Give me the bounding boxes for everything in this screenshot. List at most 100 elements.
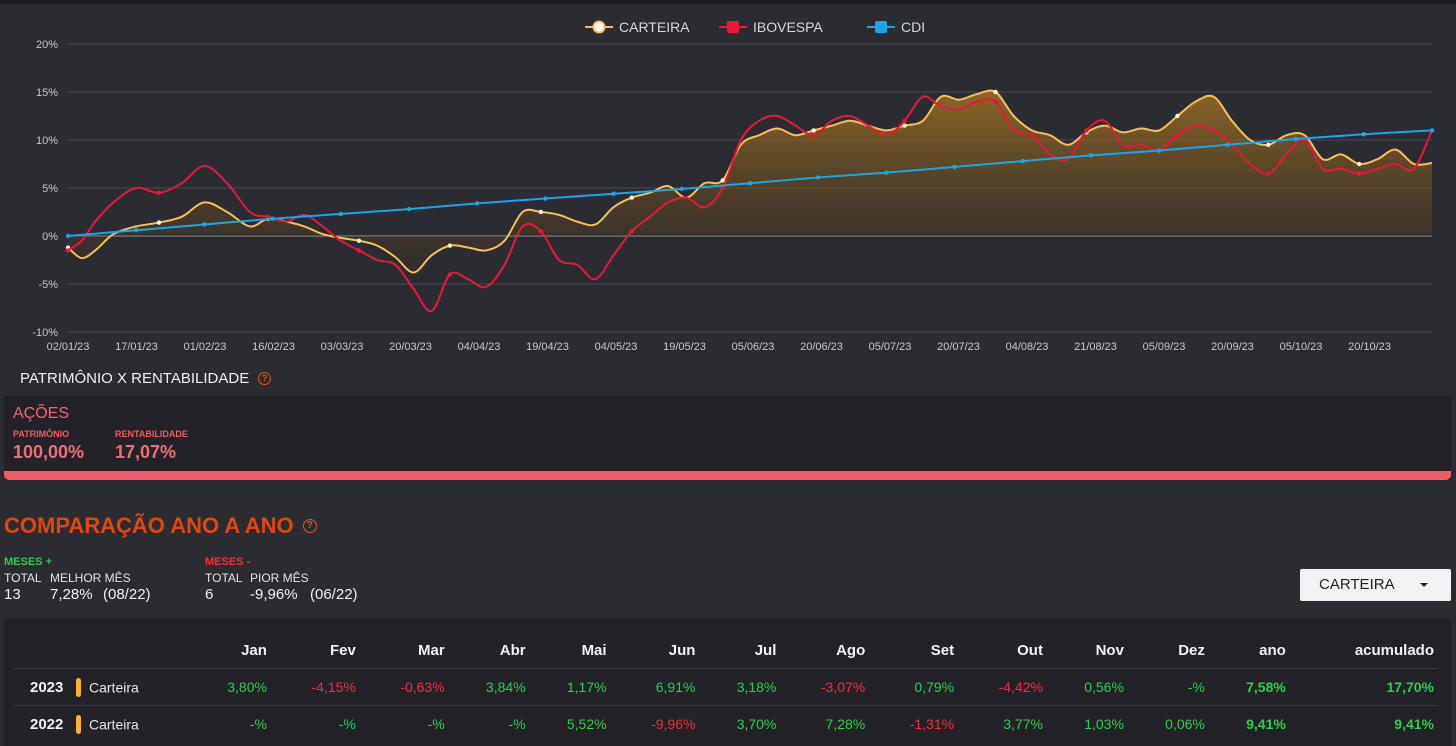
legend-label-cdi: CDI bbox=[901, 19, 925, 35]
x-tick-label: 04/05/23 bbox=[595, 341, 638, 353]
data-point bbox=[475, 201, 480, 206]
x-tick-label: 20/09/23 bbox=[1211, 341, 1254, 353]
portfolio-color-tag bbox=[76, 714, 81, 734]
cell-jun: -9,96% bbox=[610, 705, 700, 742]
row-year: 2022 bbox=[14, 705, 74, 742]
comparacao-title: COMPARAÇÃO ANO A ANO ? bbox=[4, 513, 317, 539]
cell-out: -4,42% bbox=[958, 668, 1047, 706]
data-point bbox=[134, 228, 139, 233]
meses-neg-worst-value: -9,96% bbox=[250, 586, 298, 603]
data-point bbox=[816, 175, 821, 180]
acoes-card: AÇÕES PATRIMÔNIO 100,00% RENTABILIDADE 1… bbox=[4, 396, 1451, 480]
data-point bbox=[993, 89, 998, 95]
data-point bbox=[65, 233, 71, 239]
cell-jan: -% bbox=[190, 705, 271, 742]
portfolio-name: Carteira bbox=[89, 679, 139, 695]
data-point bbox=[629, 195, 634, 200]
portfolio-select[interactable]: CARTEIRA bbox=[1300, 569, 1451, 601]
y-tick-label: 5% bbox=[42, 183, 58, 195]
meses-pos-total: 13 bbox=[4, 586, 21, 603]
cell-mar: -0,63% bbox=[359, 668, 449, 706]
data-point bbox=[952, 164, 957, 170]
x-tick-label: 03/03/23 bbox=[321, 341, 364, 353]
column-header-fev: Fev bbox=[329, 641, 356, 659]
cell-out: 3,77% bbox=[958, 705, 1047, 742]
cell-nov: 0,56% bbox=[1046, 668, 1128, 706]
cell-mar: -% bbox=[359, 705, 449, 742]
column-header-ago: Ago bbox=[836, 641, 866, 659]
performance-chart: 20% 15% 10% 5% 0% -5% -10% 02/01/23 17/01/23 01/0… bbox=[32, 19, 1435, 353]
column-header-abr: Abr bbox=[499, 641, 526, 659]
cell-acumulado: 9,41% bbox=[1289, 705, 1438, 742]
data-point bbox=[884, 170, 889, 175]
data-point bbox=[629, 229, 634, 234]
portfolio-color-tag bbox=[76, 677, 81, 697]
column-header-mar: Mar bbox=[417, 641, 445, 659]
x-tick-label: 01/02/23 bbox=[184, 341, 227, 353]
y-tick-label: 0% bbox=[42, 231, 58, 243]
data-point bbox=[1429, 128, 1435, 133]
data-point bbox=[1088, 153, 1094, 158]
cell-abr: 3,84% bbox=[448, 668, 530, 706]
x-tick-label: 04/04/23 bbox=[458, 341, 501, 353]
data-point bbox=[270, 216, 275, 221]
series-line-carteira bbox=[67, 89, 1433, 274]
y-tick-label: 15% bbox=[36, 87, 58, 99]
y-tick-label: 20% bbox=[36, 39, 58, 51]
column-header-dez: Dez bbox=[1178, 641, 1205, 659]
cell-acumulado: 17,70% bbox=[1289, 668, 1438, 706]
data-point bbox=[1020, 158, 1025, 164]
patrimonio-value: 100,00% bbox=[13, 442, 85, 462]
meses-pos-best-value: 7,28% bbox=[50, 586, 93, 603]
x-tick-label: 04/08/23 bbox=[1006, 341, 1049, 353]
legend-marker-ibovespa bbox=[727, 21, 739, 33]
year-comparison-table: Jan Fev Mar Abr Mai Jun Jul Ago Set Out Nov Dez ano a… bbox=[14, 632, 1438, 742]
x-tick-label: 19/05/23 bbox=[663, 341, 706, 353]
data-point bbox=[1175, 133, 1180, 138]
legend-marker-carteira bbox=[592, 20, 606, 34]
column-header-jan: Jan bbox=[241, 641, 267, 659]
cell-set: 0,79% bbox=[869, 668, 959, 706]
column-header-set: Set bbox=[930, 641, 955, 659]
x-tick-label: 16/02/23 bbox=[252, 341, 295, 353]
legend-label-carteira: CARTEIRA bbox=[619, 19, 690, 35]
x-tick-label: 05/06/23 bbox=[732, 341, 775, 353]
cell-ano: 7,58% bbox=[1208, 668, 1290, 706]
data-point bbox=[611, 191, 616, 196]
x-tick-label: 20/10/23 bbox=[1348, 341, 1391, 353]
cell-mai: 1,17% bbox=[529, 668, 611, 706]
legend-label-ibovespa: IBOVESPA bbox=[753, 19, 823, 35]
data-point bbox=[811, 128, 816, 133]
data-point bbox=[356, 248, 362, 253]
row-year: 2023 bbox=[14, 668, 74, 706]
portfolio-select-value: CARTEIRA bbox=[1319, 576, 1395, 593]
data-point bbox=[1084, 128, 1089, 133]
help-icon[interactable]: ? bbox=[258, 372, 272, 385]
data-point bbox=[720, 185, 725, 191]
cell-jan: 3,80% bbox=[190, 668, 271, 706]
meses-neg-worst-label: PIOR MÊS bbox=[250, 571, 309, 585]
x-tick-label: 05/07/23 bbox=[869, 341, 912, 353]
data-point bbox=[65, 248, 71, 253]
data-point bbox=[265, 214, 271, 219]
help-icon[interactable]: ? bbox=[302, 519, 317, 533]
data-point bbox=[720, 178, 725, 183]
cell-jun: 6,91% bbox=[610, 668, 700, 706]
data-point bbox=[156, 220, 162, 225]
data-point bbox=[1361, 132, 1367, 137]
cell-jul: 3,18% bbox=[699, 668, 781, 706]
legend-marker-cdi bbox=[875, 21, 887, 33]
data-point bbox=[356, 238, 362, 243]
x-tick-label: 17/01/23 bbox=[115, 341, 158, 353]
meses-neg-total: 6 bbox=[205, 586, 214, 603]
top-bar bbox=[0, 0, 1456, 4]
data-point bbox=[811, 133, 816, 138]
x-tick-label: 20/06/23 bbox=[800, 341, 843, 353]
x-tick-label: 05/09/23 bbox=[1143, 341, 1186, 353]
table-row: 2023 Carteira 3,80% -4,15% -0,63% 3,84% 1,17% 6… bbox=[14, 668, 1438, 706]
y-tick-label: -10% bbox=[32, 327, 58, 339]
column-header-acumulado: acumulado bbox=[1354, 641, 1434, 659]
cell-nov: 1,03% bbox=[1046, 705, 1128, 742]
column-header-mai: Mai bbox=[581, 641, 607, 659]
data-point bbox=[202, 222, 207, 227]
